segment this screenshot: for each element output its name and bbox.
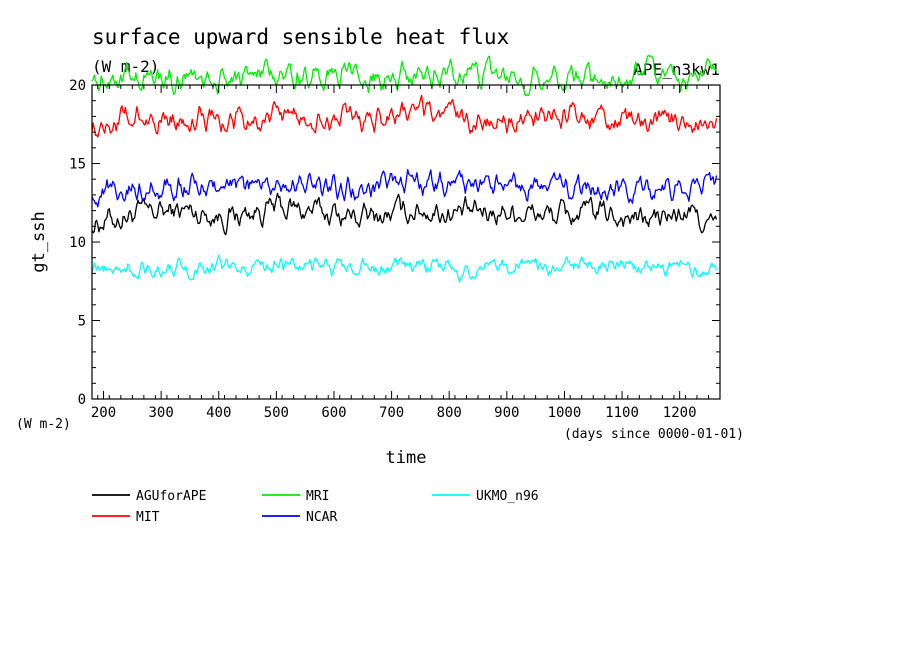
legend: AGUforAPE MIT MRI NCAR UKMO_n96	[92, 489, 539, 525]
x-tick-label: 400	[206, 405, 231, 421]
plot-frame	[91, 84, 721, 400]
y-tick-label: 10	[69, 235, 86, 251]
series-line-ukmo_n96	[91, 254, 718, 283]
x-tick-label: 200	[91, 405, 116, 421]
series-layer	[91, 54, 718, 283]
x-tick-label: 1100	[605, 405, 639, 421]
x-tick-label: 1000	[548, 405, 582, 421]
x-axis-unit: (days since 0000-01-01)	[564, 427, 744, 442]
x-tick-label: 700	[379, 405, 404, 421]
series-line-mri	[91, 54, 718, 97]
x-tick-label: 900	[494, 405, 519, 421]
y-tick-label: 0	[78, 392, 86, 408]
series-line-ncar	[91, 169, 718, 208]
x-tick-label: 1200	[663, 405, 697, 421]
legend-label-mri: MRI	[306, 489, 329, 504]
legend-label-mit: MIT	[136, 510, 160, 525]
y-axis-unit: (W m-2)	[16, 417, 71, 432]
x-tick-label: 300	[148, 405, 173, 421]
x-axis-label: time	[386, 448, 427, 468]
y-tick-label: 5	[78, 314, 86, 330]
legend-label-ncar: NCAR	[306, 510, 337, 525]
legend-label-ukmo_n96: UKMO_n96	[476, 489, 539, 504]
x-tick-label: 800	[437, 405, 462, 421]
series-line-aguforape	[91, 192, 718, 236]
y-tick-label: 20	[69, 78, 86, 94]
y-tick-label: 15	[69, 157, 86, 173]
series-line-mit	[91, 94, 718, 138]
x-tick-label: 600	[321, 405, 346, 421]
x-tick-label: 500	[264, 405, 289, 421]
y-axis-label: gt_ssh	[29, 211, 49, 272]
legend-label-aguforape: AGUforAPE	[136, 489, 206, 504]
chart-title: surface upward sensible heat flux	[92, 25, 509, 49]
ticks-layer: 200 300 400 500 600 700 800 900 1000 1100 1200 0 5 10…	[69, 78, 721, 421]
